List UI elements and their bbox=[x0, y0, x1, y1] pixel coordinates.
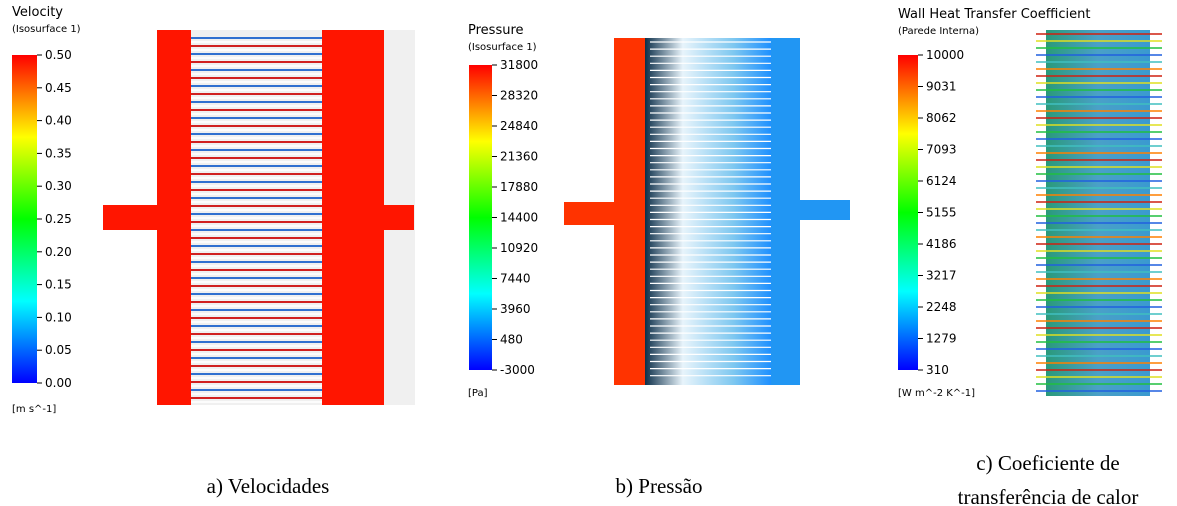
tick-label: 10000 bbox=[926, 48, 964, 62]
caption: b) Pressão bbox=[616, 474, 703, 498]
velocity-outlet-plenum bbox=[322, 30, 384, 405]
pressure-outlet bbox=[800, 200, 850, 220]
legend-title: Wall Heat Transfer Coefficient bbox=[898, 7, 1090, 22]
tick-label: 0.00 bbox=[45, 376, 72, 390]
legend-unit: [m s^-1] bbox=[12, 404, 56, 415]
tick-label: 3217 bbox=[926, 269, 957, 283]
legend-unit: [W m^-2 K^-1] bbox=[898, 388, 975, 399]
tick-label: 7440 bbox=[500, 272, 531, 286]
tick-label: 14400 bbox=[500, 211, 538, 225]
tick-label: 24840 bbox=[500, 119, 538, 133]
tick-label: 0.40 bbox=[45, 114, 72, 128]
caption: transferência de calor bbox=[958, 485, 1139, 506]
legend-subtitle: (Parede Interna) bbox=[898, 26, 979, 37]
tick-label: 4186 bbox=[926, 237, 957, 251]
tick-label: 0.10 bbox=[45, 310, 72, 324]
tick-label: 17880 bbox=[500, 180, 538, 194]
velocity-inlet bbox=[103, 205, 159, 230]
tick-label: 0.45 bbox=[45, 81, 72, 95]
legend-subtitle: (Isosurface 1) bbox=[12, 24, 81, 35]
legend-unit: [Pa] bbox=[468, 388, 488, 399]
pressure-tubes bbox=[645, 38, 771, 385]
legend-subtitle: (Isosurface 1) bbox=[468, 42, 537, 53]
colorbar bbox=[469, 65, 492, 370]
colorbar bbox=[12, 55, 37, 383]
cfd-images bbox=[103, 30, 1162, 405]
colorbar bbox=[898, 55, 918, 370]
tick-label: 21360 bbox=[500, 150, 538, 164]
tick-label: -3000 bbox=[500, 363, 535, 377]
pressure-inlet bbox=[564, 202, 614, 225]
caption: c) Coeficiente de bbox=[976, 451, 1119, 475]
tick-label: 0.20 bbox=[45, 245, 72, 259]
tick-label: 31800 bbox=[500, 58, 538, 72]
velocity-outlet bbox=[382, 205, 414, 230]
velocity-inlet-plenum bbox=[157, 30, 191, 405]
caption: a) Velocidades bbox=[207, 474, 330, 498]
pressure-outlet-plenum bbox=[771, 38, 800, 385]
tick-label: 6124 bbox=[926, 174, 957, 188]
tick-label: 3960 bbox=[500, 302, 531, 316]
tick-label: 2248 bbox=[926, 300, 957, 314]
tick-label: 8062 bbox=[926, 111, 957, 125]
tick-label: 310 bbox=[926, 363, 949, 377]
tick-label: 480 bbox=[500, 333, 523, 347]
tick-label: 0.25 bbox=[45, 212, 72, 226]
tick-label: 0.50 bbox=[45, 48, 72, 62]
tick-label: 9031 bbox=[926, 80, 957, 94]
legend-title: Pressure bbox=[468, 23, 524, 38]
pressure-inlet-plenum bbox=[614, 38, 645, 385]
tick-label: 0.05 bbox=[45, 343, 72, 357]
tick-label: 7093 bbox=[926, 143, 957, 157]
tick-label: 28320 bbox=[500, 89, 538, 103]
tick-label: 1279 bbox=[926, 332, 957, 346]
tick-label: 5155 bbox=[926, 206, 957, 220]
tick-label: 0.15 bbox=[45, 278, 72, 292]
tick-label: 0.30 bbox=[45, 179, 72, 193]
tick-label: 0.35 bbox=[45, 146, 72, 160]
legend-title: Velocity bbox=[12, 5, 63, 20]
tick-label: 10920 bbox=[500, 241, 538, 255]
